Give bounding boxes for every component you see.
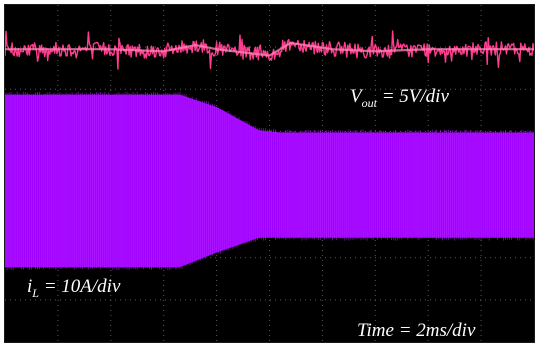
vout-symbol: V bbox=[350, 86, 362, 107]
vout-subscript: out bbox=[361, 95, 377, 110]
il-scale-label: iL = 10A/div bbox=[27, 276, 120, 301]
il-scale-value: = 10A/div bbox=[38, 276, 121, 297]
il-subscript: L bbox=[32, 285, 39, 300]
vout-scale-label: Vout = 5V/div bbox=[350, 86, 449, 111]
vout-scale-value: = 5V/div bbox=[376, 86, 449, 107]
timebase-label: Time = 2ms/div bbox=[357, 320, 476, 341]
il-symbol: i bbox=[27, 276, 33, 297]
vout-waveform-core bbox=[5, 41, 534, 57]
waveform-plot bbox=[5, 5, 534, 342]
oscilloscope-screen: Vout = 5V/div iL = 10A/div Time = 2ms/di… bbox=[4, 4, 535, 343]
